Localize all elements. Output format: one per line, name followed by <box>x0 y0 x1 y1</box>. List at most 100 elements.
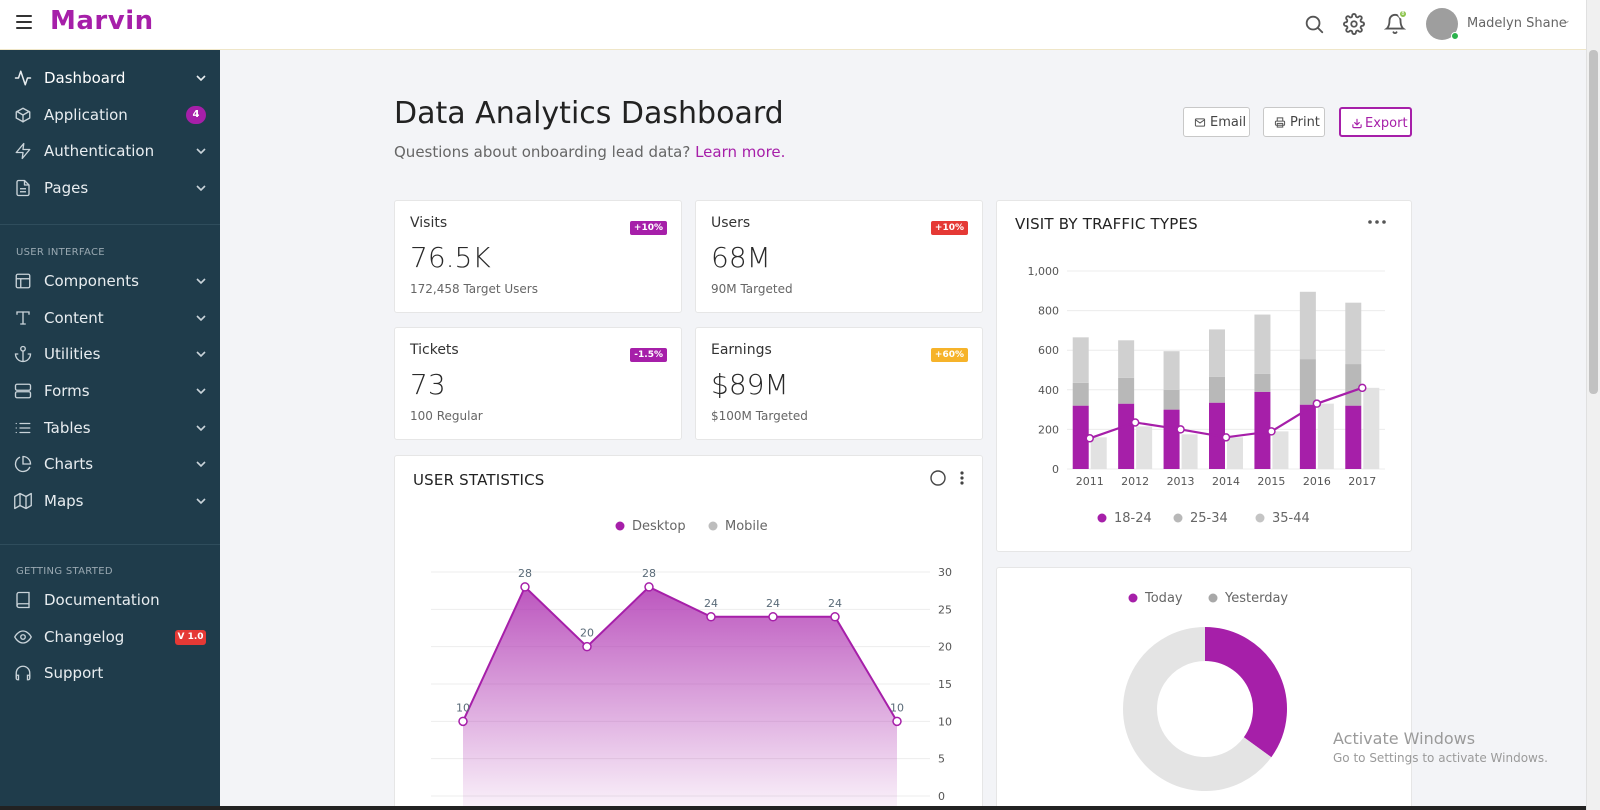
print-button[interactable]: Print <box>1263 107 1325 137</box>
sidebar-item-charts[interactable]: Charts <box>0 446 220 482</box>
y-tick-label: 400 <box>1038 384 1059 397</box>
scrollbar[interactable] <box>1586 0 1600 810</box>
bar-segment-35-44[interactable] <box>1072 337 1089 383</box>
trend-point[interactable] <box>1267 427 1276 436</box>
bar-segment-25-34[interactable] <box>1209 376 1225 403</box>
bar-segment-18-24[interactable] <box>1299 404 1316 469</box>
scrollbar-thumb[interactable] <box>1589 50 1598 394</box>
bar-side[interactable] <box>1090 437 1107 469</box>
avatar[interactable] <box>1426 8 1459 40</box>
bar-segment-25-34[interactable] <box>1299 359 1316 405</box>
bar-side[interactable] <box>1227 437 1243 469</box>
sidebar-item-content[interactable]: Content <box>0 300 220 336</box>
y-tick-label: 0 <box>938 790 945 803</box>
bar-segment-35-44[interactable] <box>1163 351 1180 390</box>
bar-side[interactable] <box>1136 426 1153 469</box>
email-button-label: Email <box>1210 115 1247 130</box>
email-button[interactable]: Email <box>1183 107 1250 137</box>
bar-segment-35-44[interactable] <box>1118 340 1135 378</box>
legend-label[interactable]: 18-24 <box>1114 511 1152 526</box>
user-name[interactable]: Madelyn Shane <box>1467 16 1567 31</box>
sidebar-item-changelog[interactable]: Changelog V 1.0 <box>0 619 220 655</box>
chevron-down-icon <box>196 388 206 395</box>
y-tick-label: 15 <box>938 678 952 691</box>
chevron-down-icon[interactable]: ⌄ <box>1563 16 1571 26</box>
desktop-line <box>462 585 898 722</box>
data-point[interactable] <box>520 582 530 592</box>
bar-segment-35-44[interactable] <box>1345 302 1362 365</box>
export-button[interactable]: Export <box>1339 107 1412 137</box>
bar-segment-25-34[interactable] <box>1345 364 1362 406</box>
bar-segment-25-34[interactable] <box>1118 377 1135 404</box>
more-vertical-icon[interactable] <box>959 470 965 486</box>
sidebar-item-tables[interactable]: Tables <box>0 410 220 446</box>
data-point[interactable] <box>582 641 592 652</box>
today-yesterday-card: Today Yesterday <box>996 567 1412 810</box>
trend-point[interactable] <box>1358 383 1367 393</box>
circle-icon[interactable] <box>930 470 946 486</box>
sidebar-item-forms[interactable]: Forms <box>0 373 220 409</box>
data-point[interactable] <box>644 582 654 592</box>
legend-label[interactable]: Yesterday <box>1224 591 1288 606</box>
bar-segment-35-44[interactable] <box>1254 314 1271 374</box>
legend-label[interactable]: 25-34 <box>1190 511 1228 526</box>
brand-logo[interactable]: Marvin <box>50 6 154 36</box>
bar-side[interactable] <box>1272 431 1289 469</box>
sidebar-item-maps[interactable]: Maps <box>0 483 220 519</box>
sidebar-item-documentation[interactable]: Documentation <box>0 582 220 618</box>
bar-segment-18-24[interactable] <box>1163 409 1180 469</box>
top-bar: Marvin 8 Madelyn Shane ⌄ <box>0 0 1586 50</box>
sidebar-item-application[interactable]: Application 4 <box>0 97 220 133</box>
data-point[interactable] <box>706 612 716 622</box>
bar-segment-35-44[interactable] <box>1209 329 1225 377</box>
sidebar-item-dashboard[interactable]: Dashboard <box>0 60 220 96</box>
sidebar-item-label: Documentation <box>44 591 160 609</box>
x-tick-label: 2011 <box>1076 475 1104 488</box>
sidebar-item-label: Tables <box>44 419 91 437</box>
bell-icon[interactable]: 8 <box>1384 9 1408 35</box>
stat-badge: +10% <box>629 221 667 235</box>
data-point[interactable] <box>768 612 778 622</box>
legend-label[interactable]: Desktop <box>632 519 686 534</box>
data-point[interactable] <box>830 612 840 622</box>
sidebar-item-pages[interactable]: Pages <box>0 170 220 206</box>
donut-slice-yesterday[interactable] <box>1123 627 1272 791</box>
bolt-icon <box>15 142 31 160</box>
bar-segment-18-24[interactable] <box>1072 405 1089 469</box>
version-badge: V 1.0 <box>175 630 206 645</box>
trend-point[interactable] <box>1221 433 1231 442</box>
mail-icon <box>1194 118 1206 127</box>
anchor-icon <box>14 345 32 363</box>
menu-icon[interactable] <box>16 15 32 29</box>
search-icon[interactable] <box>1303 13 1325 35</box>
bar-segment-18-24[interactable] <box>1345 405 1362 469</box>
data-point[interactable] <box>892 716 902 727</box>
sidebar-item-support[interactable]: Support <box>0 655 220 691</box>
bar-segment-25-34[interactable] <box>1163 389 1180 410</box>
sidebar-item-components[interactable]: Components <box>0 263 220 299</box>
bar-segment-18-24[interactable] <box>1118 403 1135 469</box>
bar-side[interactable] <box>1363 387 1380 469</box>
donut-slice-today[interactable] <box>1204 627 1287 758</box>
sidebar-item-utilities[interactable]: Utilities <box>0 336 220 372</box>
today-yesterday-chart: Today Yesterday <box>1123 591 1288 791</box>
bar-segment-18-24[interactable] <box>1254 391 1271 469</box>
sidebar-item-authentication[interactable]: Authentication <box>0 133 220 169</box>
legend-label[interactable]: Mobile <box>725 519 768 534</box>
trend-point[interactable] <box>1085 434 1094 443</box>
legend-label[interactable]: 35-44 <box>1272 511 1310 526</box>
bar-side[interactable] <box>1181 434 1198 469</box>
legend-label[interactable]: Today <box>1144 591 1183 606</box>
data-point[interactable] <box>458 716 468 727</box>
stat-sub: 100 Regular <box>410 409 483 423</box>
bar-segment-25-34[interactable] <box>1254 373 1271 392</box>
gear-icon[interactable] <box>1343 13 1365 35</box>
bar-side[interactable] <box>1317 403 1334 469</box>
learn-more-link[interactable]: Learn more. <box>695 143 786 161</box>
bar-segment-25-34[interactable] <box>1072 382 1089 406</box>
trend-point[interactable] <box>1312 399 1322 408</box>
bar-segment-35-44[interactable] <box>1299 291 1316 360</box>
more-horizontal-icon[interactable] <box>1367 219 1387 225</box>
trend-point[interactable] <box>1176 425 1185 434</box>
trend-point[interactable] <box>1130 418 1140 427</box>
